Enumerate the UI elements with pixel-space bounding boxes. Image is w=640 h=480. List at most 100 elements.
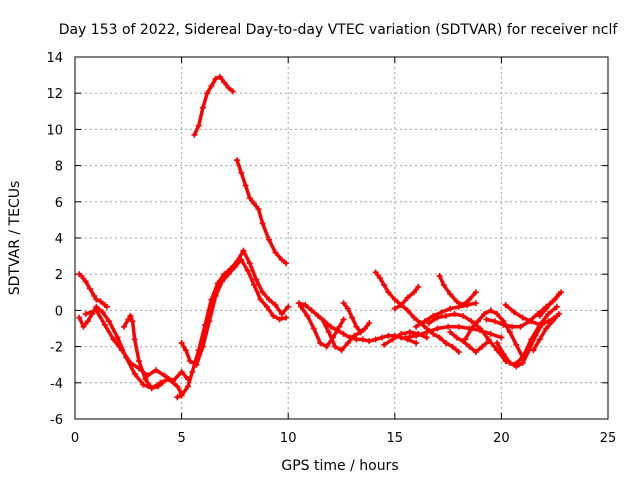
data-point [468,318,475,325]
data-point [460,301,467,308]
y-tick-label: -2 [50,341,63,356]
data-point [93,307,100,314]
series-markers-arc-21 [462,307,526,361]
data-point [204,90,211,97]
data-point [455,349,462,356]
data-point [513,363,520,370]
series-markers-arc-2 [76,303,185,397]
data-point [187,358,194,365]
data-point [366,320,373,327]
data-point [344,305,351,312]
data-point [225,84,232,91]
data-point [455,303,462,310]
data-point [410,289,417,296]
data-point [189,368,196,375]
data-point [519,359,526,366]
data-point [212,292,219,299]
data-point [308,307,315,314]
data-point [474,318,481,325]
data-point [103,303,110,310]
data-point [555,311,562,318]
data-point [231,263,238,270]
y-tick-label: 4 [55,232,63,247]
data-point [97,298,104,305]
data-point [153,367,160,374]
data-point [487,330,494,337]
data-point [266,296,273,303]
data-point [359,336,366,343]
data-point [304,312,311,319]
data-point [272,301,279,308]
series-markers-arc-15 [391,283,422,312]
x-tick-label: 10 [280,431,297,446]
series-markers-arc-4 [121,312,166,392]
data-point [114,334,121,341]
data-point [389,336,396,343]
data-point [121,323,128,330]
data-point [86,285,93,292]
data-point [199,104,206,111]
y-tick-label: -6 [50,413,63,428]
data-point [263,303,270,310]
data-point [246,260,253,267]
data-point [206,318,213,325]
data-point [327,323,334,330]
data-point [530,347,537,354]
data-point [391,305,398,312]
y-tick-label: 6 [55,196,63,211]
data-point [506,359,513,366]
data-point [472,349,479,356]
x-tick-label: 25 [600,431,617,446]
data-point [272,249,279,256]
data-point [336,323,343,330]
x-tick-label: 15 [387,431,404,446]
series-arc-7 [192,75,235,137]
data-point [413,339,420,346]
data-point [555,291,562,298]
data-point [142,376,149,383]
data-point [178,339,185,346]
data-point [423,334,430,341]
data-point [351,332,358,339]
data-point [519,314,526,321]
y-tick-label: 10 [46,123,63,138]
data-point [543,305,550,312]
data-point [317,339,324,346]
series-markers-arc-6 [178,256,290,368]
data-point [494,347,501,354]
data-point [430,312,437,319]
data-point [381,341,388,348]
data-point [447,329,454,336]
data-point [372,336,379,343]
data-point [385,289,392,296]
data-point [453,334,460,341]
data-point [357,329,364,336]
data-point [253,276,260,283]
series-arc-10 [299,305,346,349]
series-arc-5 [175,248,290,400]
series-markers-arc-13 [372,269,462,356]
data-point [251,282,258,289]
data-point [193,361,200,368]
data-point [242,182,249,189]
x-tick-label: 5 [177,431,185,446]
data-point [430,330,437,337]
data-point [528,318,535,325]
data-point [283,314,290,321]
series-markers-arc-20 [447,329,492,356]
data-point [532,332,539,339]
series-arc-23 [495,323,544,369]
data-point [404,307,411,314]
data-point [238,169,245,176]
data-point [438,309,445,316]
data-point [494,311,501,318]
data-point [302,301,309,308]
data-point [148,385,155,392]
data-point [472,300,479,307]
series-markers-arc-26 [536,291,562,319]
series-markers-arc-8 [234,157,290,267]
data-point [498,334,505,341]
data-point [82,311,89,318]
data-point [80,323,87,330]
data-point [344,339,351,346]
